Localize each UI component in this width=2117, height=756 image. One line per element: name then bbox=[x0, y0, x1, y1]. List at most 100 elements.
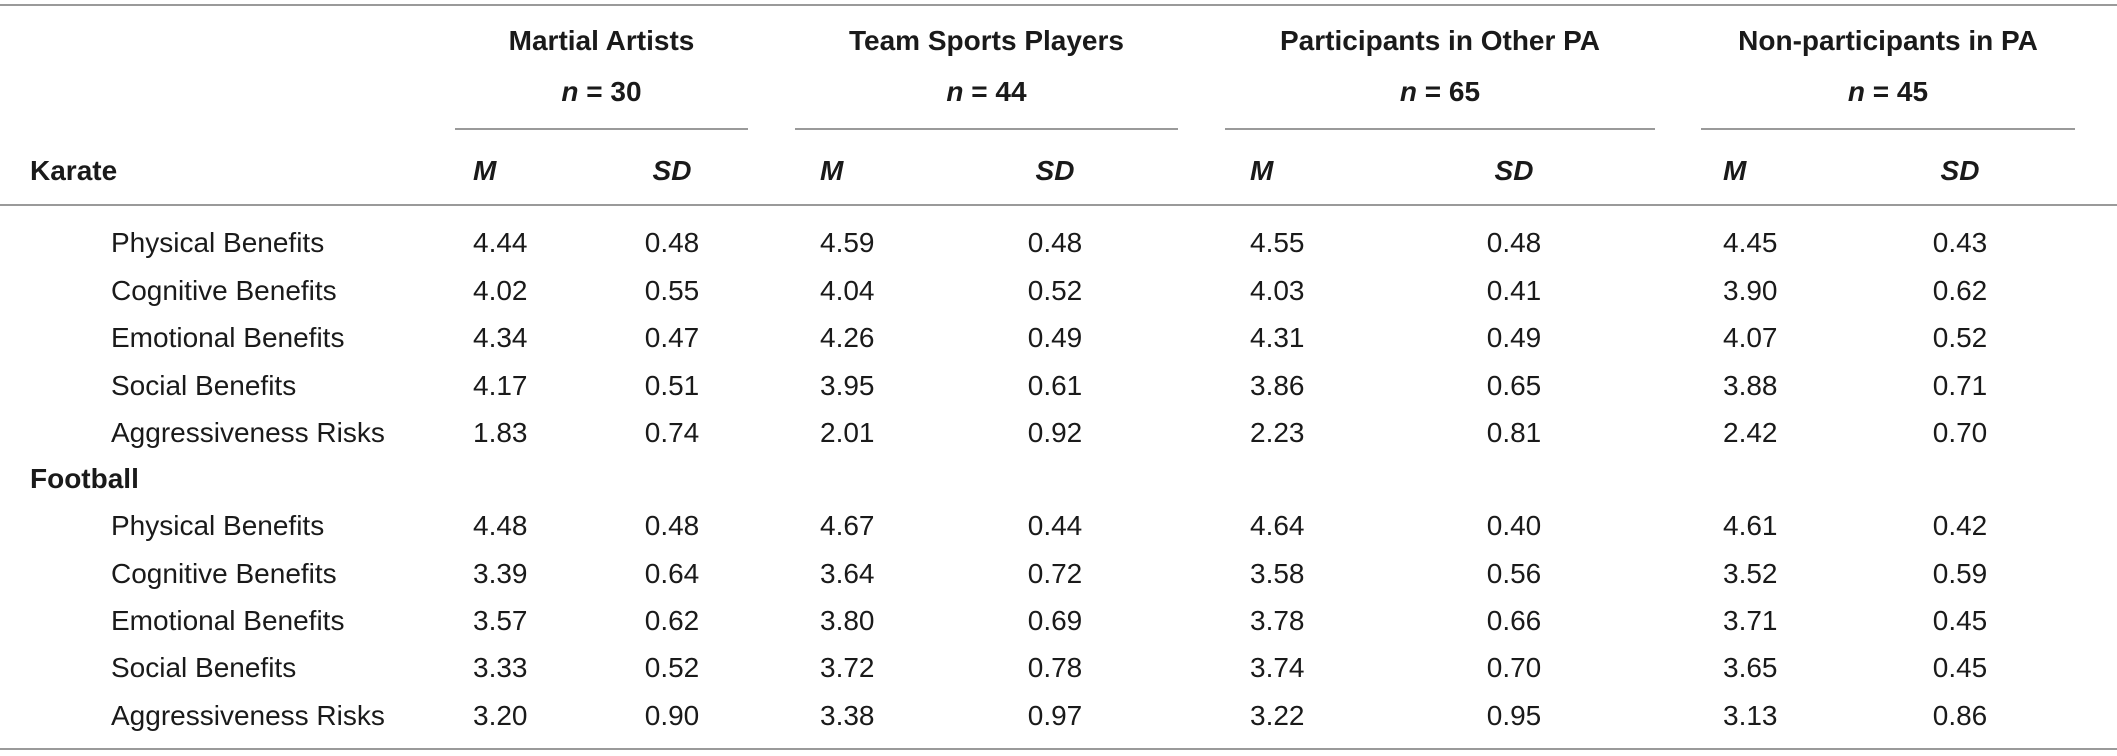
cell-sd: 0.45 bbox=[1932, 605, 1988, 636]
cell-mean: 4.64 bbox=[1250, 510, 1305, 541]
cell-mean: 3.38 bbox=[820, 700, 875, 731]
cell-mean: 2.42 bbox=[1723, 417, 1778, 448]
cell-sd: 0.49 bbox=[1486, 322, 1542, 353]
cell-mean: 4.44 bbox=[473, 227, 528, 258]
subheader-m: M bbox=[820, 155, 844, 186]
cell-mean: 3.74 bbox=[1250, 652, 1305, 683]
column-group-n: n = 30 bbox=[455, 78, 748, 106]
stub-header: Karate bbox=[30, 155, 118, 186]
cell-sd: 0.42 bbox=[1932, 510, 1988, 541]
cell-mean: 4.07 bbox=[1723, 322, 1778, 353]
cell-sd: 0.40 bbox=[1486, 510, 1542, 541]
table-bottom-rule bbox=[0, 748, 2117, 750]
column-group-rule bbox=[1225, 128, 1655, 130]
n-symbol: n bbox=[1847, 76, 1866, 107]
row-label: Cognitive Benefits bbox=[111, 275, 337, 306]
cell-sd: 0.49 bbox=[1027, 322, 1083, 353]
cell-mean: 4.31 bbox=[1250, 322, 1305, 353]
column-group-header: Martial Artists bbox=[508, 25, 695, 56]
cell-sd: 0.71 bbox=[1932, 370, 1988, 401]
cell-mean: 3.52 bbox=[1723, 558, 1778, 589]
cell-sd: 0.69 bbox=[1027, 605, 1083, 636]
cell-mean: 3.22 bbox=[1250, 700, 1305, 731]
cell-mean: 3.33 bbox=[473, 652, 528, 683]
cell-mean: 3.88 bbox=[1723, 370, 1778, 401]
column-group-header: Team Sports Players bbox=[849, 25, 1124, 56]
cell-sd: 0.62 bbox=[644, 605, 700, 636]
cell-mean: 1.83 bbox=[473, 417, 528, 448]
cell-sd: 0.64 bbox=[644, 558, 700, 589]
cell-mean: 4.26 bbox=[820, 322, 875, 353]
row-label: Aggressiveness Risks bbox=[111, 417, 385, 448]
n-value: = 45 bbox=[1872, 76, 1929, 107]
cell-sd: 0.48 bbox=[1027, 227, 1083, 258]
cell-sd: 0.97 bbox=[1027, 700, 1083, 731]
cell-mean: 3.64 bbox=[820, 558, 875, 589]
cell-sd: 0.72 bbox=[1027, 558, 1083, 589]
cell-sd: 0.70 bbox=[1486, 652, 1542, 683]
cell-sd: 0.55 bbox=[644, 275, 700, 306]
n-value: = 65 bbox=[1424, 76, 1481, 107]
cell-sd: 0.41 bbox=[1486, 275, 1542, 306]
cell-sd: 0.48 bbox=[644, 227, 700, 258]
cell-mean: 3.78 bbox=[1250, 605, 1305, 636]
column-group-rule bbox=[1701, 128, 2075, 130]
cell-sd: 0.56 bbox=[1486, 558, 1542, 589]
cell-mean: 3.80 bbox=[820, 605, 875, 636]
n-value: = 30 bbox=[586, 76, 642, 107]
cell-mean: 4.48 bbox=[473, 510, 528, 541]
subheader-sd: SD bbox=[1940, 155, 1980, 186]
column-group-header: Non-participants in PA bbox=[1738, 25, 2038, 56]
cell-sd: 0.92 bbox=[1027, 417, 1083, 448]
row-label: Cognitive Benefits bbox=[111, 558, 337, 589]
cell-mean: 3.13 bbox=[1723, 700, 1778, 731]
subheader-sd: SD bbox=[652, 155, 692, 186]
cell-mean: 3.90 bbox=[1723, 275, 1778, 306]
cell-mean: 3.72 bbox=[820, 652, 875, 683]
cell-mean: 3.71 bbox=[1723, 605, 1778, 636]
cell-mean: 4.55 bbox=[1250, 227, 1305, 258]
column-group-header: Participants in Other PA bbox=[1280, 25, 1600, 56]
cell-mean: 2.23 bbox=[1250, 417, 1305, 448]
cell-sd: 0.45 bbox=[1932, 652, 1988, 683]
table-header-rule bbox=[0, 204, 2117, 206]
cell-mean: 4.67 bbox=[820, 510, 875, 541]
cell-sd: 0.43 bbox=[1932, 227, 1988, 258]
cell-sd: 0.61 bbox=[1027, 370, 1083, 401]
column-group-rule bbox=[455, 128, 748, 130]
column-group-n: n = 65 bbox=[1225, 78, 1655, 106]
row-label: Aggressiveness Risks bbox=[111, 700, 385, 731]
cell-mean: 4.34 bbox=[473, 322, 528, 353]
cell-mean: 4.45 bbox=[1723, 227, 1778, 258]
cell-sd: 0.66 bbox=[1486, 605, 1542, 636]
cell-mean: 4.04 bbox=[820, 275, 875, 306]
cell-mean: 4.03 bbox=[1250, 275, 1305, 306]
column-group-rule bbox=[795, 128, 1178, 130]
cell-sd: 0.65 bbox=[1486, 370, 1542, 401]
row-label: Emotional Benefits bbox=[111, 322, 345, 353]
cell-sd: 0.86 bbox=[1932, 700, 1988, 731]
row-label: Physical Benefits bbox=[111, 510, 325, 541]
cell-sd: 0.47 bbox=[644, 322, 700, 353]
cell-mean: 3.58 bbox=[1250, 558, 1305, 589]
cell-sd: 0.52 bbox=[1027, 275, 1083, 306]
cell-mean: 4.61 bbox=[1723, 510, 1778, 541]
section-title: Football bbox=[30, 463, 139, 494]
cell-sd: 0.44 bbox=[1027, 510, 1083, 541]
cell-sd: 0.48 bbox=[1486, 227, 1542, 258]
subheader-m: M bbox=[1723, 155, 1747, 186]
cell-sd: 0.52 bbox=[1932, 322, 1988, 353]
cell-mean: 4.17 bbox=[473, 370, 528, 401]
subheader-m: M bbox=[1250, 155, 1274, 186]
cell-mean: 3.20 bbox=[473, 700, 528, 731]
cell-sd: 0.70 bbox=[1932, 417, 1988, 448]
row-label: Social Benefits bbox=[111, 652, 297, 683]
cell-sd: 0.52 bbox=[644, 652, 700, 683]
cell-sd: 0.59 bbox=[1932, 558, 1988, 589]
cell-mean: 2.01 bbox=[820, 417, 875, 448]
n-symbol: n bbox=[561, 76, 579, 107]
row-label: Physical Benefits bbox=[111, 227, 325, 258]
cell-mean: 3.65 bbox=[1723, 652, 1778, 683]
cell-sd: 0.90 bbox=[644, 700, 700, 731]
